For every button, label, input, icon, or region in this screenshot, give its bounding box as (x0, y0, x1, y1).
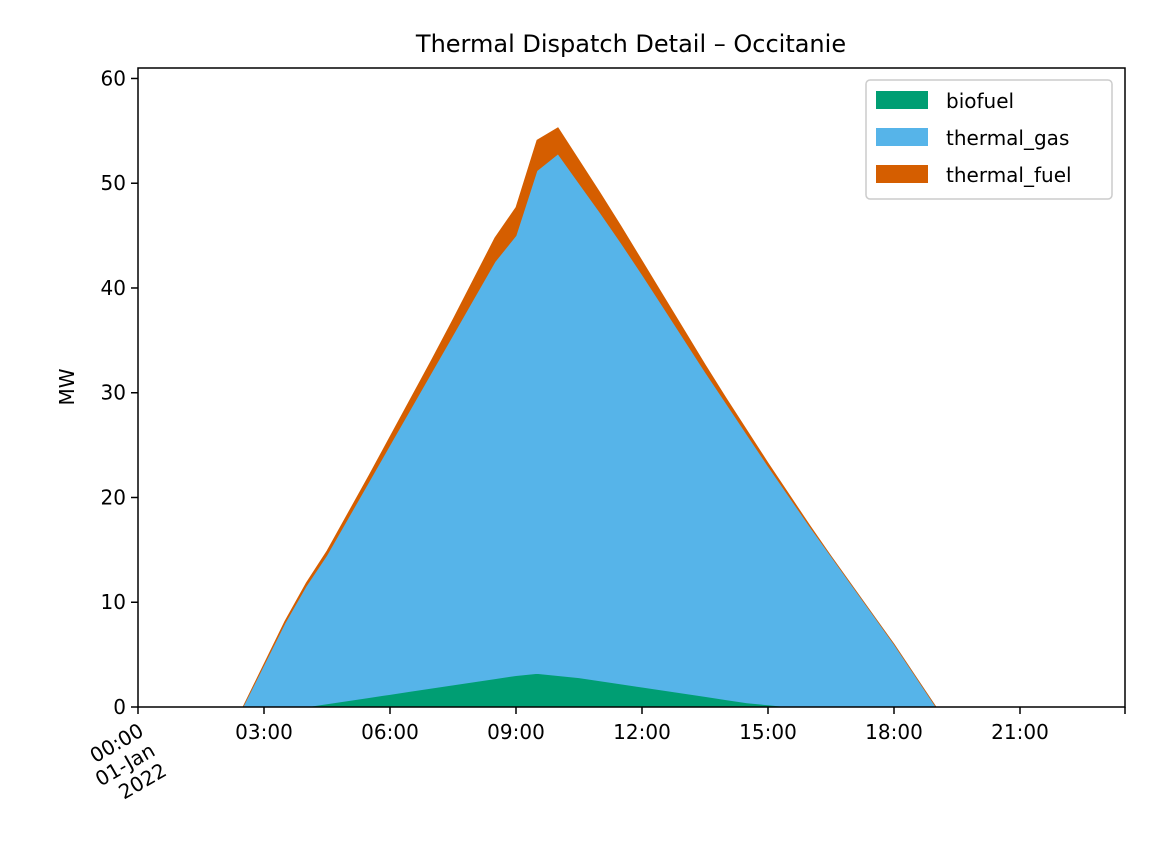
legend: biofuel thermal_gas thermal_fuel (865, 79, 1113, 200)
x-tick-label: 18:00 (865, 720, 923, 744)
legend-swatch-thermal_fuel (876, 165, 928, 183)
legend-label-thermal_gas: thermal_gas (946, 126, 1069, 150)
y-tick-label: 50 (101, 171, 126, 195)
y-tick-label: 10 (101, 590, 126, 614)
y-axis-label: MW (55, 368, 79, 405)
legend-label-thermal_fuel: thermal_fuel (946, 163, 1072, 187)
plot-frame (137, 67, 1126, 708)
x-tick-label: 21:00 (991, 720, 1049, 744)
x-tick-label: 12:00 (613, 720, 671, 744)
y-tick-label: 60 (101, 66, 126, 90)
y-tick-label: 30 (101, 381, 126, 405)
legend-label-biofuel: biofuel (946, 89, 1014, 113)
x-tick-label: 03:00 (235, 720, 293, 744)
x-tick-label: 06:00 (361, 720, 419, 744)
y-axis: 0 10 20 30 40 50 60 (101, 66, 138, 719)
y-tick-label: 40 (101, 276, 126, 300)
legend-swatch-thermal_gas (876, 128, 928, 146)
chart-title: Thermal Dispatch Detail – Occitanie (415, 30, 846, 58)
y-tick-label: 0 (113, 695, 126, 719)
y-tick-label: 20 (101, 485, 126, 509)
legend-swatch-biofuel (876, 91, 928, 109)
x-tick-label: 15:00 (739, 720, 797, 744)
x-tick-label: 09:00 (487, 720, 545, 744)
